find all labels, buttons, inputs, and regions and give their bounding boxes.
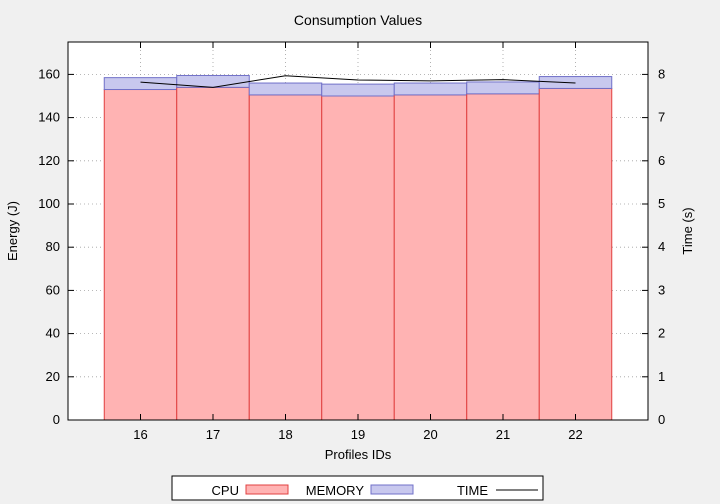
axes: 0 20 40 60 80 100 120 140 160 0 1 2 3 4 5 6 7 8 16 17 18 19 20… (38, 42, 665, 442)
legend-box (171, 475, 544, 501)
x-tick-label: 16 (133, 427, 147, 442)
bar-cpu-22 (538, 87, 613, 421)
y-tick-label: 40 (46, 326, 60, 341)
legend-label-cpu: CPU (212, 483, 239, 498)
bar-cpu-20 (393, 94, 468, 421)
y2-tick-label: 1 (658, 369, 665, 384)
x-tick-label: 17 (206, 427, 220, 442)
y2-tick-label: 8 (658, 66, 665, 81)
y2-tick-label: 3 (658, 282, 665, 297)
y-tick-label: 0 (53, 412, 60, 427)
bar-memory-21 (466, 81, 540, 95)
bar-cpu-17 (176, 86, 250, 421)
bar-cpu-16 (103, 89, 178, 421)
time-line (140, 75, 576, 88)
y2-tick-label: 2 (658, 326, 665, 341)
y2-axis-label: Time (s) (680, 207, 695, 254)
y2-tick-label: 0 (658, 412, 665, 427)
legend-label-time: TIME (457, 483, 488, 498)
bar-memory-20 (393, 82, 468, 96)
legend-swatch-memory (370, 484, 414, 495)
y-tick-label: 140 (38, 110, 60, 125)
y-axis-label: Energy (J) (5, 201, 20, 261)
bar-cpu-19 (321, 95, 395, 421)
bar-memory-19 (321, 83, 395, 97)
bar-cpu-18 (248, 94, 323, 421)
x-tick-label: 19 (351, 427, 365, 442)
y-tick-label: 20 (46, 369, 60, 384)
y-tick-label: 160 (38, 66, 60, 81)
y2-tick-label: 7 (658, 110, 665, 125)
chart-title: Consumption Values (294, 12, 422, 28)
x-tick-label: 22 (568, 427, 582, 442)
y-tick-label: 120 (38, 153, 60, 168)
x-axis-label: Profiles IDs (325, 447, 392, 462)
legend: CPU MEMORY TIME (171, 475, 544, 501)
y2-tick-label: 5 (658, 196, 665, 211)
legend-swatch-cpu (245, 484, 289, 495)
x-tick-label: 21 (496, 427, 510, 442)
x-tick-label: 18 (278, 427, 292, 442)
y2-tick-label: 4 (658, 239, 665, 254)
x-tick-label: 20 (423, 427, 437, 442)
bar-memory-22 (538, 76, 613, 89)
legend-label-memory: MEMORY (306, 483, 365, 498)
y-tick-label: 100 (38, 196, 60, 211)
y2-tick-label: 6 (658, 153, 665, 168)
bars (103, 74, 613, 421)
bar-cpu-21 (466, 93, 540, 421)
y-tick-label: 60 (46, 282, 60, 297)
bar-memory-18 (248, 82, 323, 96)
y-tick-label: 80 (46, 239, 60, 254)
